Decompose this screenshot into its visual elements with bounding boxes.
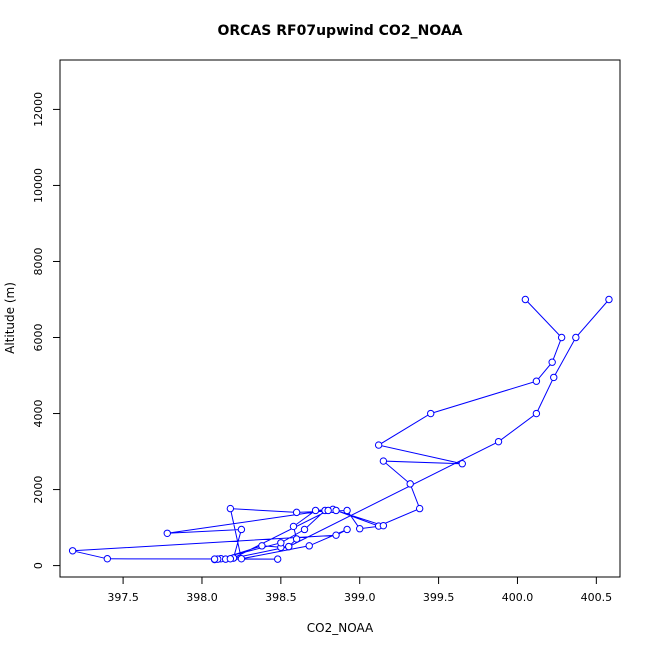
data-point — [258, 542, 266, 550]
data-point — [332, 531, 340, 539]
data-point — [532, 377, 541, 385]
y-tick-label: 6000 — [32, 324, 45, 352]
data-point — [237, 525, 246, 534]
y-tick-label: 12000 — [32, 92, 45, 127]
x-axis: 397.5 398.0 398.5 399.0 399.5 400.0 400.5 — [107, 576, 613, 604]
data-point — [292, 508, 301, 517]
data-point — [226, 555, 235, 563]
series-points-group — [68, 295, 613, 564]
y-tick-label: 4000 — [32, 400, 45, 428]
data-point — [374, 441, 383, 449]
data-point — [494, 437, 503, 446]
x-tick-label: 399.5 — [423, 591, 455, 604]
x-tick-label: 397.5 — [107, 591, 139, 604]
data-point — [237, 555, 246, 563]
y-tick-label: 10000 — [32, 168, 45, 203]
data-point — [273, 555, 282, 563]
data-point — [289, 522, 298, 531]
data-point — [427, 409, 435, 418]
data-point — [572, 333, 580, 342]
data-point — [311, 506, 320, 515]
data-point — [332, 506, 340, 515]
chart-title: ORCAS RF07upwind CO2_NOAA — [218, 23, 463, 39]
y-tick-label: 0 — [32, 562, 45, 569]
data-point — [415, 504, 424, 513]
data-point — [343, 525, 351, 534]
data-point — [103, 555, 112, 563]
data-point — [292, 535, 301, 543]
series-line-group — [72, 299, 610, 560]
x-axis-label: CO2_NOAA — [307, 621, 374, 635]
data-point — [163, 529, 171, 537]
data-point — [285, 542, 293, 551]
data-point — [557, 333, 566, 342]
x-tick-label: 399.0 — [344, 591, 376, 604]
y-tick-label: 8000 — [32, 247, 45, 275]
data-point — [210, 555, 219, 563]
data-point — [406, 480, 414, 488]
x-tick-label: 400.5 — [581, 591, 613, 604]
data-point — [305, 542, 313, 550]
x-tick-label: 398.0 — [186, 591, 218, 604]
data-point — [521, 295, 530, 304]
y-tick-label: 2000 — [32, 476, 45, 504]
x-tick-label: 398.5 — [265, 591, 297, 604]
data-point — [300, 525, 309, 534]
y-axis-label: Altitude (m) — [3, 282, 17, 354]
y-axis: 0 2000 4000 6000 8000 10000 12000 — [32, 92, 61, 569]
x-tick-label: 400.0 — [502, 591, 534, 604]
data-point — [532, 409, 541, 418]
data-point — [343, 506, 351, 515]
data-point — [458, 460, 466, 468]
data-point — [68, 547, 77, 555]
data-point — [324, 506, 332, 515]
data-point — [226, 504, 235, 513]
data-point — [550, 373, 558, 382]
data-point — [605, 295, 613, 304]
data-point — [356, 525, 364, 533]
data-point — [379, 521, 388, 530]
series-line — [72, 299, 610, 560]
plot-frame — [59, 59, 621, 578]
data-point — [379, 457, 388, 465]
data-point — [277, 539, 285, 547]
data-point — [548, 358, 556, 366]
